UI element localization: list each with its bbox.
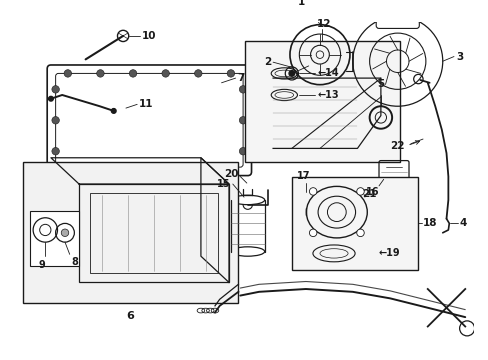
Circle shape	[48, 96, 53, 101]
Circle shape	[356, 188, 364, 195]
Bar	[30, 211, 79, 266]
Text: ←19: ←19	[378, 248, 400, 258]
Bar	[23, 162, 238, 303]
Circle shape	[309, 188, 316, 195]
Text: 11: 11	[139, 99, 153, 109]
Circle shape	[97, 70, 104, 77]
Text: 8: 8	[71, 257, 78, 267]
Ellipse shape	[230, 247, 264, 256]
Text: 9: 9	[38, 260, 45, 270]
Circle shape	[227, 163, 234, 171]
Text: 5: 5	[376, 79, 384, 89]
Circle shape	[194, 163, 202, 171]
Bar	[244, 41, 399, 162]
Text: 18: 18	[422, 219, 437, 228]
Text: ←14: ←14	[317, 68, 338, 78]
Circle shape	[162, 163, 169, 171]
Text: 22: 22	[389, 141, 404, 150]
Text: 15: 15	[217, 179, 230, 189]
Circle shape	[309, 229, 316, 237]
Text: 21: 21	[361, 189, 375, 199]
Circle shape	[162, 70, 169, 77]
Text: 10: 10	[142, 31, 156, 41]
Text: 12: 12	[316, 19, 330, 29]
Ellipse shape	[230, 195, 264, 204]
Circle shape	[52, 86, 59, 93]
Text: 17: 17	[297, 171, 310, 181]
Text: ←13: ←13	[317, 90, 338, 100]
Circle shape	[64, 163, 71, 171]
Circle shape	[239, 117, 246, 124]
Circle shape	[52, 148, 59, 155]
Text: 7: 7	[237, 73, 244, 83]
Circle shape	[97, 163, 104, 171]
Text: 3: 3	[455, 51, 462, 62]
Circle shape	[239, 148, 246, 155]
Text: 16: 16	[365, 188, 379, 197]
Text: 20: 20	[224, 169, 238, 179]
Bar	[79, 184, 228, 283]
Text: 6: 6	[126, 311, 134, 320]
Circle shape	[356, 229, 364, 237]
Circle shape	[61, 229, 69, 237]
Circle shape	[288, 71, 294, 76]
Circle shape	[129, 163, 137, 171]
Circle shape	[52, 117, 59, 124]
Circle shape	[302, 196, 309, 204]
Circle shape	[129, 70, 137, 77]
Bar	[291, 176, 418, 270]
Circle shape	[111, 109, 116, 113]
Circle shape	[227, 70, 234, 77]
Text: 1: 1	[297, 0, 305, 7]
Bar	[90, 193, 217, 273]
Circle shape	[64, 70, 71, 77]
Text: 2: 2	[264, 57, 271, 67]
Circle shape	[194, 70, 202, 77]
Text: 4: 4	[459, 219, 466, 228]
Circle shape	[239, 86, 246, 93]
